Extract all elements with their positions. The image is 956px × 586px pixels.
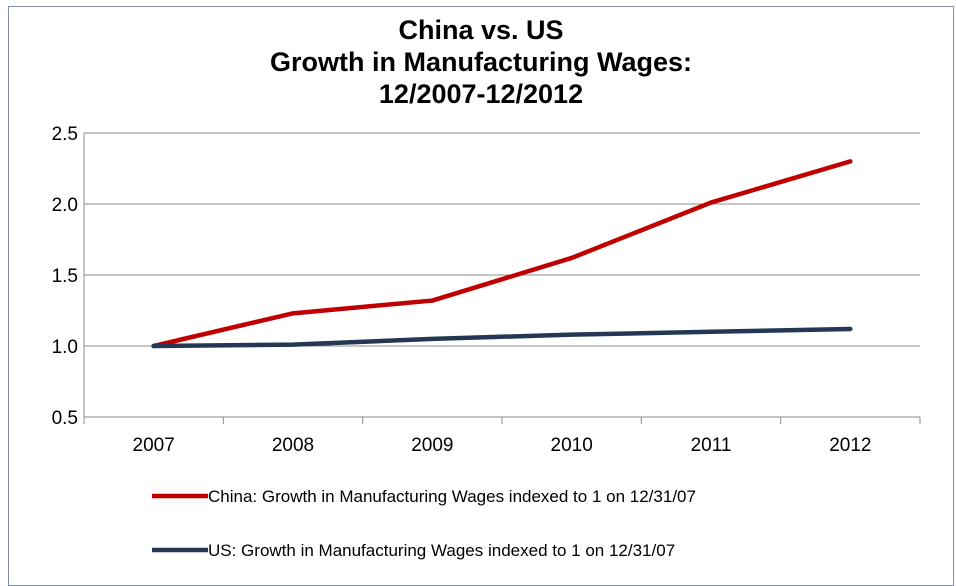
y-tick-label: 2.5 xyxy=(52,124,78,145)
x-tick-label: 2009 xyxy=(411,435,453,456)
x-tick-label: 2012 xyxy=(829,435,871,456)
y-tick-label: 1.0 xyxy=(52,337,78,358)
legend-label: China: Growth in Manufacturing Wages ind… xyxy=(208,487,696,506)
x-tick-label: 2008 xyxy=(272,435,314,456)
x-tick-labels: 2007 2008 2009 2010 2011 2012 xyxy=(133,435,872,456)
x-tick-label: 2010 xyxy=(551,435,593,456)
legend: China: Growth in Manufacturing Wages ind… xyxy=(152,487,696,560)
y-tick-label: 2.0 xyxy=(52,195,78,216)
x-tick-label: 2011 xyxy=(691,435,732,456)
y-tick-label: 0.5 xyxy=(52,408,78,429)
series-line-us xyxy=(154,329,851,346)
y-tick-labels: 0.5 1.0 1.5 2.0 2.5 xyxy=(52,124,78,429)
series-line-china xyxy=(154,161,851,346)
gridlines xyxy=(84,133,920,346)
x-tick-label: 2007 xyxy=(133,435,175,456)
legend-label: US: Growth in Manufacturing Wages indexe… xyxy=(208,541,675,560)
series-lines xyxy=(154,161,851,346)
y-tick-label: 1.5 xyxy=(52,266,78,287)
